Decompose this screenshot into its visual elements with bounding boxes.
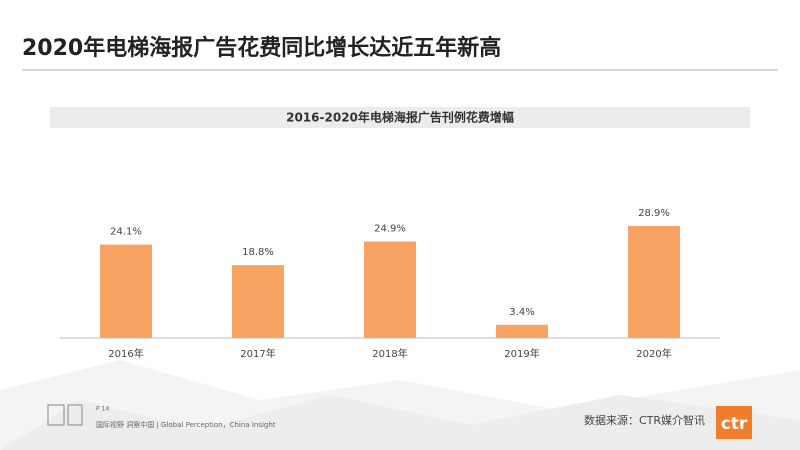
bar (628, 226, 680, 338)
slogan: 国际视野 洞察中国 | Global Perception，China Insi… (96, 420, 276, 429)
value-label: 24.9% (374, 224, 406, 235)
value-label: 18.8% (242, 247, 274, 258)
value-label: 24.1% (110, 227, 142, 238)
cert-icon (67, 404, 83, 426)
chart-title-band (50, 107, 750, 128)
cert-icon (47, 404, 65, 426)
x-tick-label: 2020年 (636, 347, 671, 360)
bar (100, 244, 152, 338)
source: 数据来源：CTR媒介智讯 (584, 413, 705, 427)
bar (232, 265, 284, 338)
x-tick-label: 2019年 (504, 347, 539, 360)
plot: 24.1% 2016年 18.8% 2017年 24.9% 2018年 3.4% 2019年 2… (100, 208, 680, 360)
logo-box (716, 406, 752, 439)
slide-title: 2020年电梯海报广告花费同比增长达近五年新高 (22, 35, 501, 61)
logo: ctr (721, 414, 748, 434)
background-decoration (0, 360, 800, 450)
x-tick-label: 2017年 (240, 347, 275, 360)
x-tick-label: 2018年 (372, 347, 407, 360)
footer: P 14 国际视野 洞察中国 | Global Perception，China… (47, 404, 752, 439)
x-tick-label: 2016年 (108, 347, 143, 360)
chart-title: 2016-2020年电梯海报广告刊例花费增幅 (286, 110, 514, 125)
value-label: 3.4% (509, 307, 534, 318)
bar (364, 241, 416, 338)
bar (496, 324, 548, 338)
value-label: 28.9% (638, 208, 670, 219)
page-number: P 14 (96, 406, 109, 413)
